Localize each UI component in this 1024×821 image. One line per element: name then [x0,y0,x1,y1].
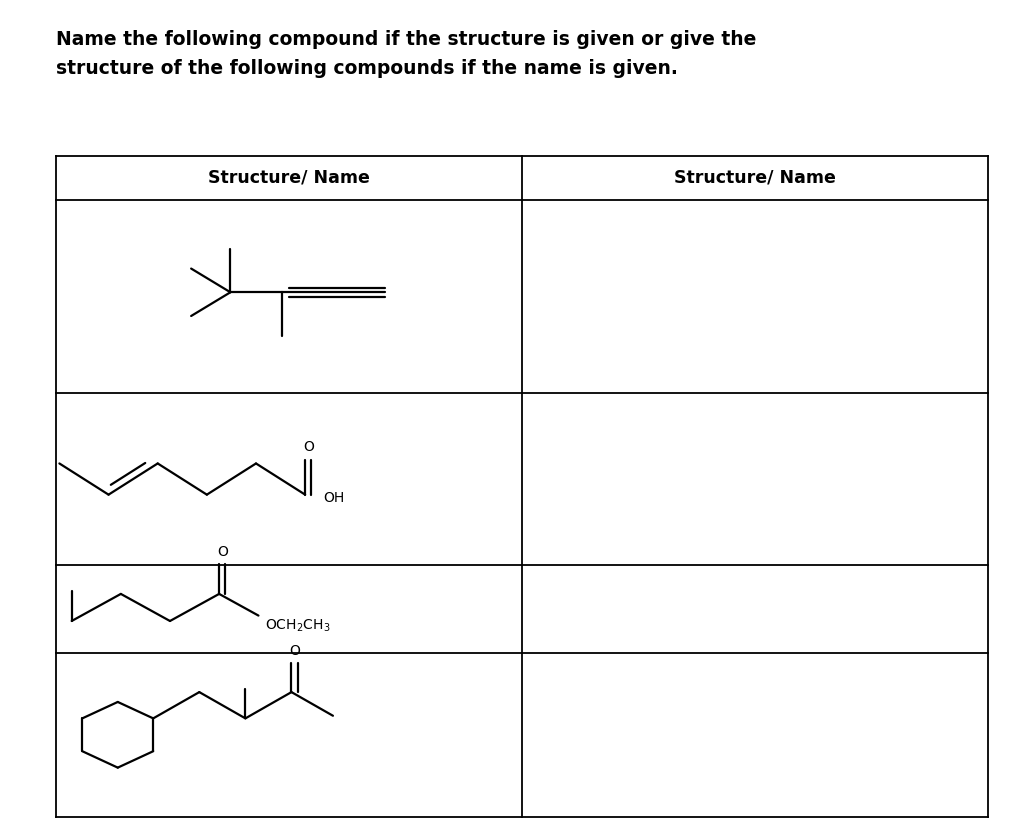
Text: O: O [303,440,313,454]
Text: OH: OH [324,491,345,505]
Text: Structure/ Name: Structure/ Name [674,169,837,186]
Text: O: O [289,644,300,658]
Text: Structure/ Name: Structure/ Name [208,169,371,186]
Text: structure of the following compounds if the name is given.: structure of the following compounds if … [56,59,678,78]
Text: OCH$_2$CH$_3$: OCH$_2$CH$_3$ [264,617,330,634]
Text: Name the following compound if the structure is given or give the: Name the following compound if the struc… [56,30,757,49]
Text: O: O [217,545,227,559]
